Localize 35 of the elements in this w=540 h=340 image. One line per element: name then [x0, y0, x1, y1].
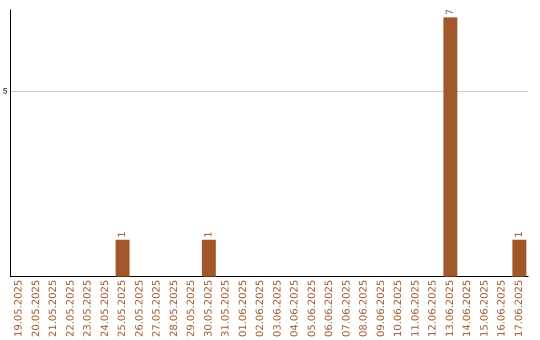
x-tick-label: 07.06.2025: [341, 280, 352, 338]
x-tick-label: 15.06.2025: [479, 280, 490, 338]
x-tick-label: 22.05.2025: [65, 280, 76, 338]
x-tick-label: 20.05.2025: [30, 280, 42, 338]
x-tick-label: 30.05.2025: [203, 280, 214, 338]
x-tick-label: 08.06.2025: [358, 280, 370, 338]
x-tick-label: 26.05.2025: [134, 280, 146, 338]
x-tick-label: 04.06.2025: [290, 280, 301, 338]
x-tick-label: 03.06.2025: [272, 280, 284, 338]
x-tick-label: 09.06.2025: [376, 280, 387, 338]
data-label: 7: [444, 9, 456, 16]
x-tick-label: 19.05.2025: [14, 280, 25, 338]
x-tick-label: 12.06.2025: [428, 280, 439, 338]
x-tick-label: 11.06.2025: [410, 280, 422, 338]
x-tick-label: 16.06.2025: [496, 280, 508, 338]
data-label: 1: [514, 231, 525, 238]
x-tick-label: 06.06.2025: [324, 280, 336, 338]
data-label: 1: [117, 231, 128, 238]
x-tick-label: 23.05.2025: [82, 280, 94, 338]
x-tick-label: 10.06.2025: [393, 280, 404, 338]
x-tick-label: 28.05.2025: [168, 280, 180, 338]
x-tick-label: 14.06.2025: [462, 280, 474, 338]
x-tick-label: 01.06.2025: [238, 280, 249, 338]
x-tick-label: 24.05.2025: [100, 280, 111, 338]
x-tick-label: 29.05.2025: [186, 280, 198, 338]
x-tick-label: 25.05.2025: [117, 280, 128, 338]
x-tick-label: 13.06.2025: [444, 280, 456, 338]
x-tick-label: 21.05.2025: [48, 280, 60, 338]
x-tick-label: 17.06.2025: [514, 280, 525, 338]
y-tick-label: 5: [2, 86, 8, 96]
x-tick-label: 27.05.2025: [152, 280, 163, 338]
x-tick-label: 02.06.2025: [255, 280, 266, 338]
x-tick-label: 05.06.2025: [306, 280, 318, 338]
x-tick-label: 31.05.2025: [220, 280, 232, 338]
data-label: 1: [203, 231, 214, 238]
